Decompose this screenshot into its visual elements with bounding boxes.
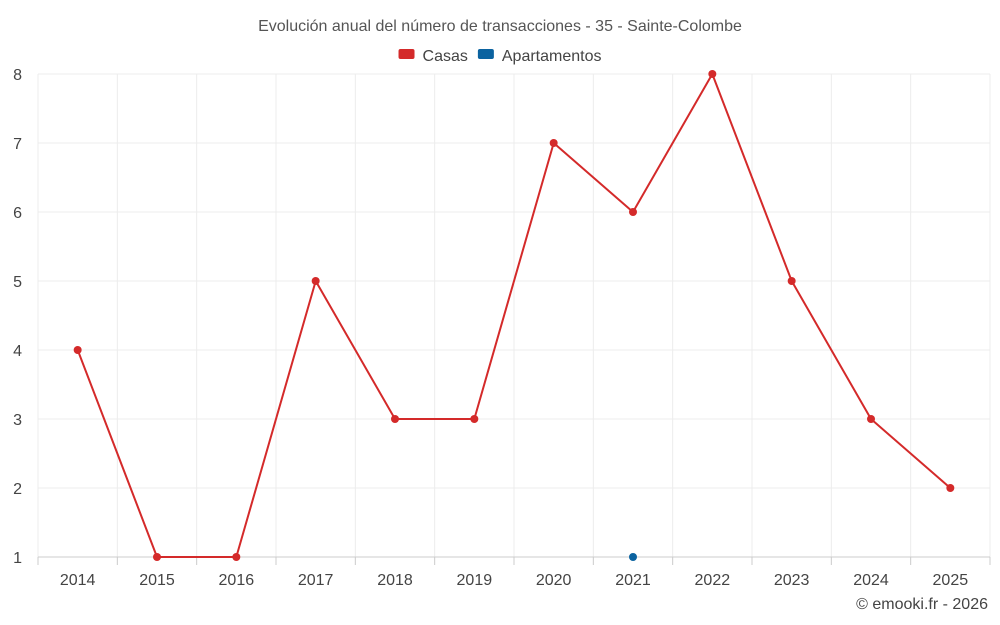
data-point	[391, 415, 399, 423]
data-point	[787, 277, 796, 285]
y-tick-label: 5	[13, 274, 22, 291]
x-tick-label: 2015	[139, 572, 175, 589]
x-tick-label: 2018	[377, 572, 413, 589]
data-point	[232, 553, 241, 561]
data-point	[708, 70, 717, 78]
y-tick-label: 4	[13, 343, 22, 360]
x-tick-label: 2021	[615, 572, 651, 589]
legend-swatch	[477, 49, 494, 59]
axes: 1 2 3 4 5 6 7 8 2014 2015 2016 2017 2018 2019 2020 2021…	[13, 67, 991, 589]
x-tick-label: 2022	[695, 572, 731, 589]
grid	[37, 73, 991, 557]
legend-swatch	[398, 49, 415, 59]
data-point	[629, 553, 637, 561]
y-tick-label: 3	[13, 412, 22, 429]
credit-text: © emooki.fr - 2026	[856, 596, 988, 613]
legend: Casas Apartamentos	[398, 48, 602, 65]
legend-label: Apartamentos	[502, 48, 602, 65]
data-point	[867, 415, 875, 423]
x-tick-label: 2017	[298, 572, 334, 589]
data-point	[311, 277, 320, 285]
x-tick-label: 2024	[853, 572, 889, 589]
series-layer	[73, 70, 955, 561]
x-tick-label: 2023	[774, 572, 810, 589]
legend-item: Apartamentos	[477, 48, 602, 65]
data-point	[549, 139, 558, 147]
series-line	[76, 73, 951, 558]
legend-item: Casas	[398, 48, 468, 65]
y-tick-label: 8	[13, 67, 22, 84]
data-point	[946, 484, 955, 492]
x-tick-label: 2025	[933, 572, 969, 589]
series-apartamentos	[629, 553, 637, 561]
y-tick-label: 2	[13, 481, 22, 498]
y-tick-label: 1	[13, 550, 22, 567]
y-tick-label: 6	[13, 205, 22, 222]
chart-title: Evolución anual del número de transaccio…	[258, 18, 742, 35]
legend-label: Casas	[423, 48, 468, 65]
x-tick-label: 2019	[457, 572, 493, 589]
series-casas	[73, 70, 955, 561]
x-tick-label: 2014	[60, 572, 96, 589]
data-point	[470, 415, 479, 423]
data-point	[629, 208, 637, 216]
data-point	[73, 346, 82, 354]
data-point	[153, 553, 161, 561]
x-tick-label: 2020	[536, 572, 572, 589]
x-tick-label: 2016	[219, 572, 255, 589]
y-tick-label: 7	[13, 136, 22, 153]
